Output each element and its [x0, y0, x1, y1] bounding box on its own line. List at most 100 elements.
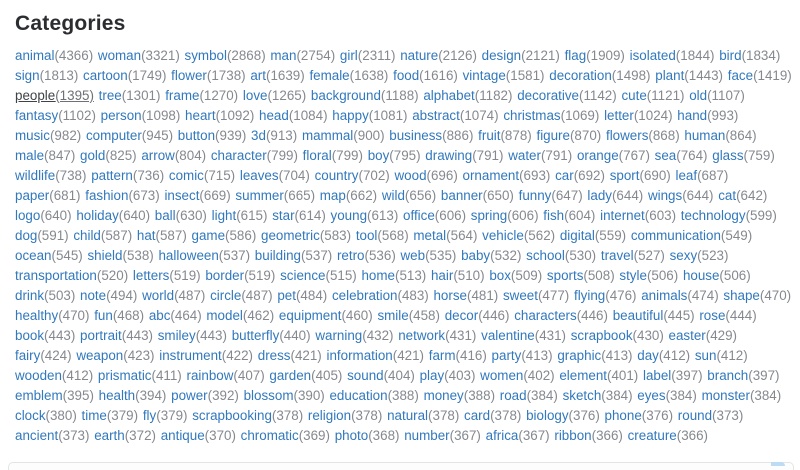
category-link-leaves[interactable]: leaves — [239, 168, 279, 183]
category-link-rainbow[interactable]: rainbow — [186, 368, 234, 383]
category-link-science[interactable]: science — [280, 268, 326, 283]
category-link-cat[interactable]: cat — [718, 188, 737, 203]
category-link-note[interactable]: note — [80, 288, 107, 303]
category-link-person[interactable]: person — [100, 108, 142, 123]
category-link-valentine[interactable]: valentine — [481, 328, 535, 343]
category-link-hat[interactable]: hat — [136, 228, 156, 243]
category-link-computer[interactable]: computer — [85, 128, 142, 143]
category-link-emblem[interactable]: emblem — [15, 388, 63, 403]
category-link-earth[interactable]: earth — [94, 428, 125, 443]
category-link-phone[interactable]: phone — [604, 408, 642, 423]
category-link-money[interactable]: money — [423, 388, 464, 403]
category-link-day[interactable]: day — [637, 348, 659, 363]
category-link-home[interactable]: home — [361, 268, 395, 283]
category-link-fish[interactable]: fish — [543, 208, 565, 223]
category-link-christmas[interactable]: christmas — [503, 108, 561, 123]
category-link-country[interactable]: country — [314, 168, 359, 183]
category-link-love[interactable]: love — [242, 88, 268, 103]
category-link-label[interactable]: label — [642, 368, 672, 383]
category-link-lady[interactable]: lady — [587, 188, 612, 203]
category-link-world[interactable]: world — [142, 288, 175, 303]
category-link-glass[interactable]: glass — [712, 148, 744, 163]
category-link-road[interactable]: road — [499, 388, 527, 403]
category-link-equipment[interactable]: equipment — [278, 308, 342, 323]
category-link-flying[interactable]: flying — [573, 288, 606, 303]
category-link-scrapbook[interactable]: scrapbook — [570, 328, 633, 343]
category-link-3d[interactable]: 3d — [251, 128, 266, 143]
category-link-decor[interactable]: decor — [444, 308, 479, 323]
category-link-network[interactable]: network — [398, 328, 446, 343]
category-link-transportation[interactable]: transportation — [15, 268, 97, 283]
category-link-time[interactable]: time — [81, 408, 107, 423]
category-link-beautiful[interactable]: beautiful — [612, 308, 664, 323]
category-link-wild[interactable]: wild — [381, 188, 405, 203]
category-link-male[interactable]: male — [15, 148, 45, 163]
category-link-hair[interactable]: hair — [430, 268, 454, 283]
category-link-prismatic[interactable]: prismatic — [97, 368, 152, 383]
category-link-wood[interactable]: wood — [394, 168, 427, 183]
category-link-sport[interactable]: sport — [609, 168, 640, 183]
category-link-ornament[interactable]: ornament — [462, 168, 520, 183]
category-link-travel[interactable]: travel — [600, 248, 634, 263]
category-link-metal[interactable]: metal — [413, 228, 447, 243]
category-link-natural[interactable]: natural — [387, 408, 429, 423]
category-link-horse[interactable]: horse — [433, 288, 467, 303]
category-link-style[interactable]: style — [619, 268, 647, 283]
category-link-butterfly[interactable]: butterfly — [231, 328, 280, 343]
category-link-easter[interactable]: easter — [668, 328, 706, 343]
category-link-sea[interactable]: sea — [654, 148, 677, 163]
category-link-clock[interactable]: clock — [15, 408, 46, 423]
category-link-people[interactable]: people — [15, 88, 56, 103]
category-link-healthy[interactable]: healthy — [15, 308, 59, 323]
category-link-power[interactable]: power — [171, 388, 208, 403]
category-link-leaf[interactable]: leaf — [675, 168, 698, 183]
category-link-communication[interactable]: communication — [630, 228, 721, 243]
category-link-spring[interactable]: spring — [470, 208, 508, 223]
category-link-water[interactable]: water — [508, 148, 541, 163]
category-link-holiday[interactable]: holiday — [76, 208, 119, 223]
category-link-woman[interactable]: woman — [97, 48, 142, 63]
category-link-photo[interactable]: photo — [334, 428, 369, 443]
category-link-monster[interactable]: monster — [701, 388, 750, 403]
category-link-abc[interactable]: abc — [148, 308, 171, 323]
category-link-book[interactable]: book — [15, 328, 45, 343]
category-link-shield[interactable]: shield — [87, 248, 123, 263]
category-link-design[interactable]: design — [481, 48, 522, 63]
category-link-letters[interactable]: letters — [132, 268, 170, 283]
category-link-orange[interactable]: orange — [576, 148, 619, 163]
category-link-fruit[interactable]: fruit — [478, 128, 501, 143]
category-link-antique[interactable]: antique — [160, 428, 205, 443]
category-link-vehicle[interactable]: vehicle — [482, 228, 524, 243]
category-link-gold[interactable]: gold — [80, 148, 106, 163]
category-link-pet[interactable]: pet — [277, 288, 296, 303]
category-link-insect[interactable]: insect — [164, 188, 200, 203]
category-link-face[interactable]: face — [727, 68, 754, 83]
category-link-female[interactable]: female — [309, 68, 350, 83]
category-link-happy[interactable]: happy — [332, 108, 369, 123]
category-link-nature[interactable]: nature — [400, 48, 439, 63]
category-link-fly[interactable]: fly — [142, 408, 157, 423]
category-link-digital[interactable]: digital — [559, 228, 595, 243]
category-link-heart[interactable]: heart — [185, 108, 216, 123]
category-link-health[interactable]: health — [98, 388, 136, 403]
category-link-letter[interactable]: letter — [604, 108, 634, 123]
category-link-fairy[interactable]: fairy — [15, 348, 41, 363]
category-link-mammal[interactable]: mammal — [301, 128, 354, 143]
category-link-branch[interactable]: branch — [707, 368, 749, 383]
category-link-house[interactable]: house — [682, 268, 720, 283]
category-link-scrapbooking[interactable]: scrapbooking — [192, 408, 272, 423]
category-link-party[interactable]: party — [491, 348, 522, 363]
category-link-sweet[interactable]: sweet — [502, 288, 538, 303]
category-link-chromatic[interactable]: chromatic — [240, 428, 299, 443]
category-link-vintage[interactable]: vintage — [462, 68, 506, 83]
category-link-drink[interactable]: drink — [15, 288, 45, 303]
category-link-sexy[interactable]: sexy — [669, 248, 698, 263]
category-link-man[interactable]: man — [270, 48, 297, 63]
category-link-characters[interactable]: characters — [514, 308, 577, 323]
category-link-blossom[interactable]: blossom — [243, 388, 294, 403]
category-link-dress[interactable]: dress — [257, 348, 291, 363]
category-link-fantasy[interactable]: fantasy — [15, 108, 59, 123]
category-link-number[interactable]: number — [404, 428, 450, 443]
category-link-sketch[interactable]: sketch — [562, 388, 602, 403]
category-link-graphic[interactable]: graphic — [557, 348, 602, 363]
